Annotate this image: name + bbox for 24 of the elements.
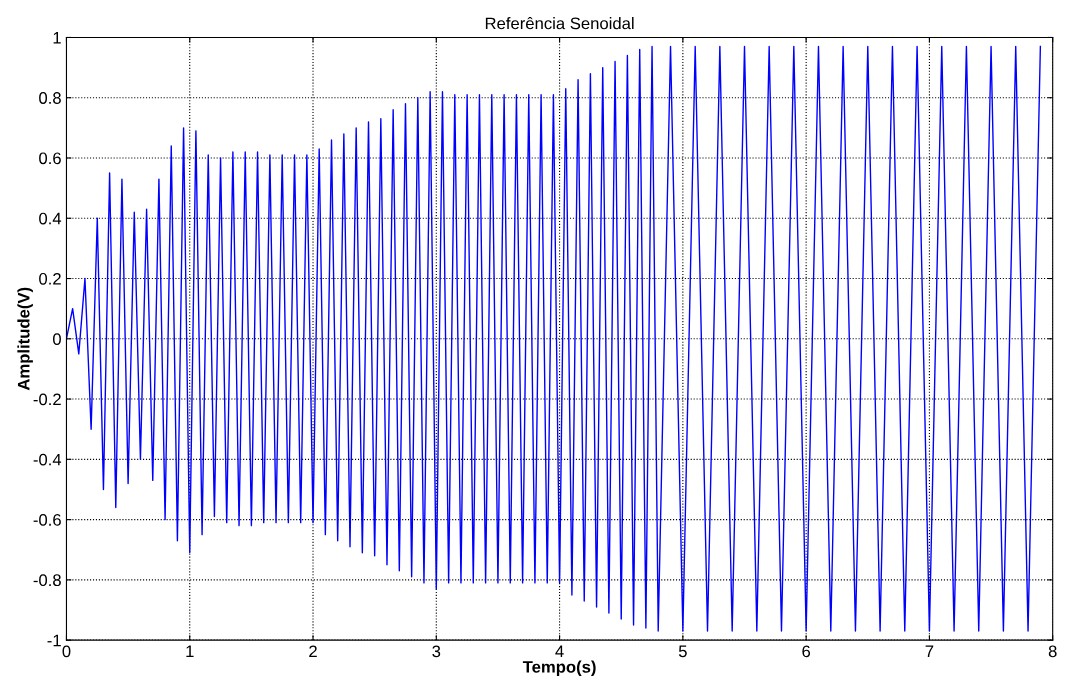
x-tick-label: 2	[309, 645, 317, 658]
x-tick-label: 6	[802, 645, 811, 658]
y-tick-label: 0.4	[39, 212, 62, 225]
x-tick-label: 0	[62, 645, 71, 658]
y-tick-label: 0.8	[39, 92, 61, 104]
x-tick-label: 8	[1048, 645, 1057, 658]
chart-title: Referência Senoidal	[485, 16, 634, 30]
y-tick-label: 0.6	[39, 152, 61, 165]
y-tick-label: 1	[53, 32, 61, 44]
x-axis-title: Tempo(s)	[522, 660, 596, 677]
y-axis-title: Amplitude(V)	[17, 287, 33, 391]
y-tick-label: -0.6	[33, 514, 61, 526]
x-tick-label: 5	[678, 645, 687, 658]
y-tick-label: 0.2	[39, 272, 61, 285]
x-tick-label: 4	[555, 645, 564, 658]
y-tick-label: -0.2	[33, 393, 61, 406]
x-tick-label: 3	[432, 645, 441, 658]
y-tick-label: 0	[52, 333, 61, 345]
y-tick-label: -0.4	[33, 453, 62, 466]
x-tick-label: 7	[925, 645, 934, 658]
line-series	[66, 45, 1042, 632]
x-tick-label: 1	[186, 645, 194, 658]
y-tick-label: -0.8	[33, 574, 61, 587]
y-tick-label: -1	[47, 634, 61, 647]
